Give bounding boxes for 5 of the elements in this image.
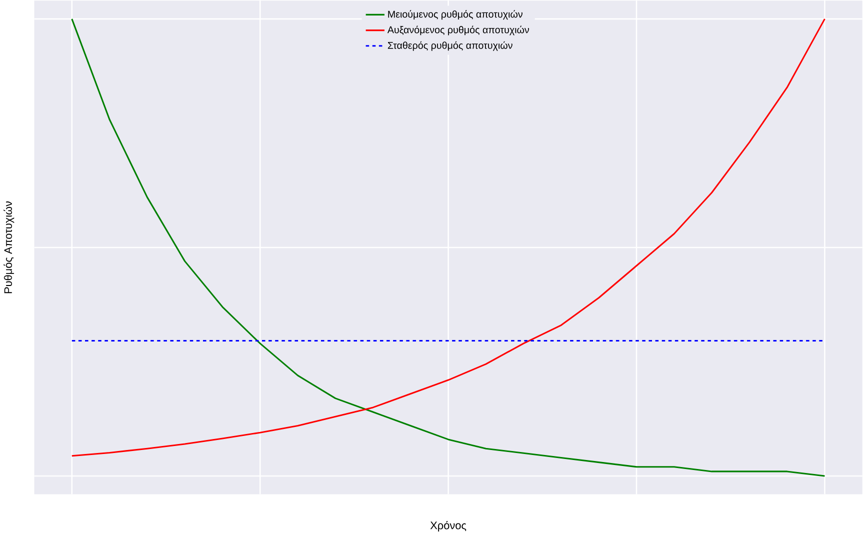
legend-label: Σταθερός ρυθμός αποτυχιών (388, 41, 512, 51)
legend-label: Αυξανόμενος ρυθμός αποτυχιών (387, 26, 529, 36)
legend-label: Μειούμενος ρυθμός αποτυχιών (388, 10, 522, 20)
x-axis-title: Χρόνος (430, 520, 466, 532)
y-axis-title: Ρυθμός Αποτυχιών (4, 201, 14, 294)
